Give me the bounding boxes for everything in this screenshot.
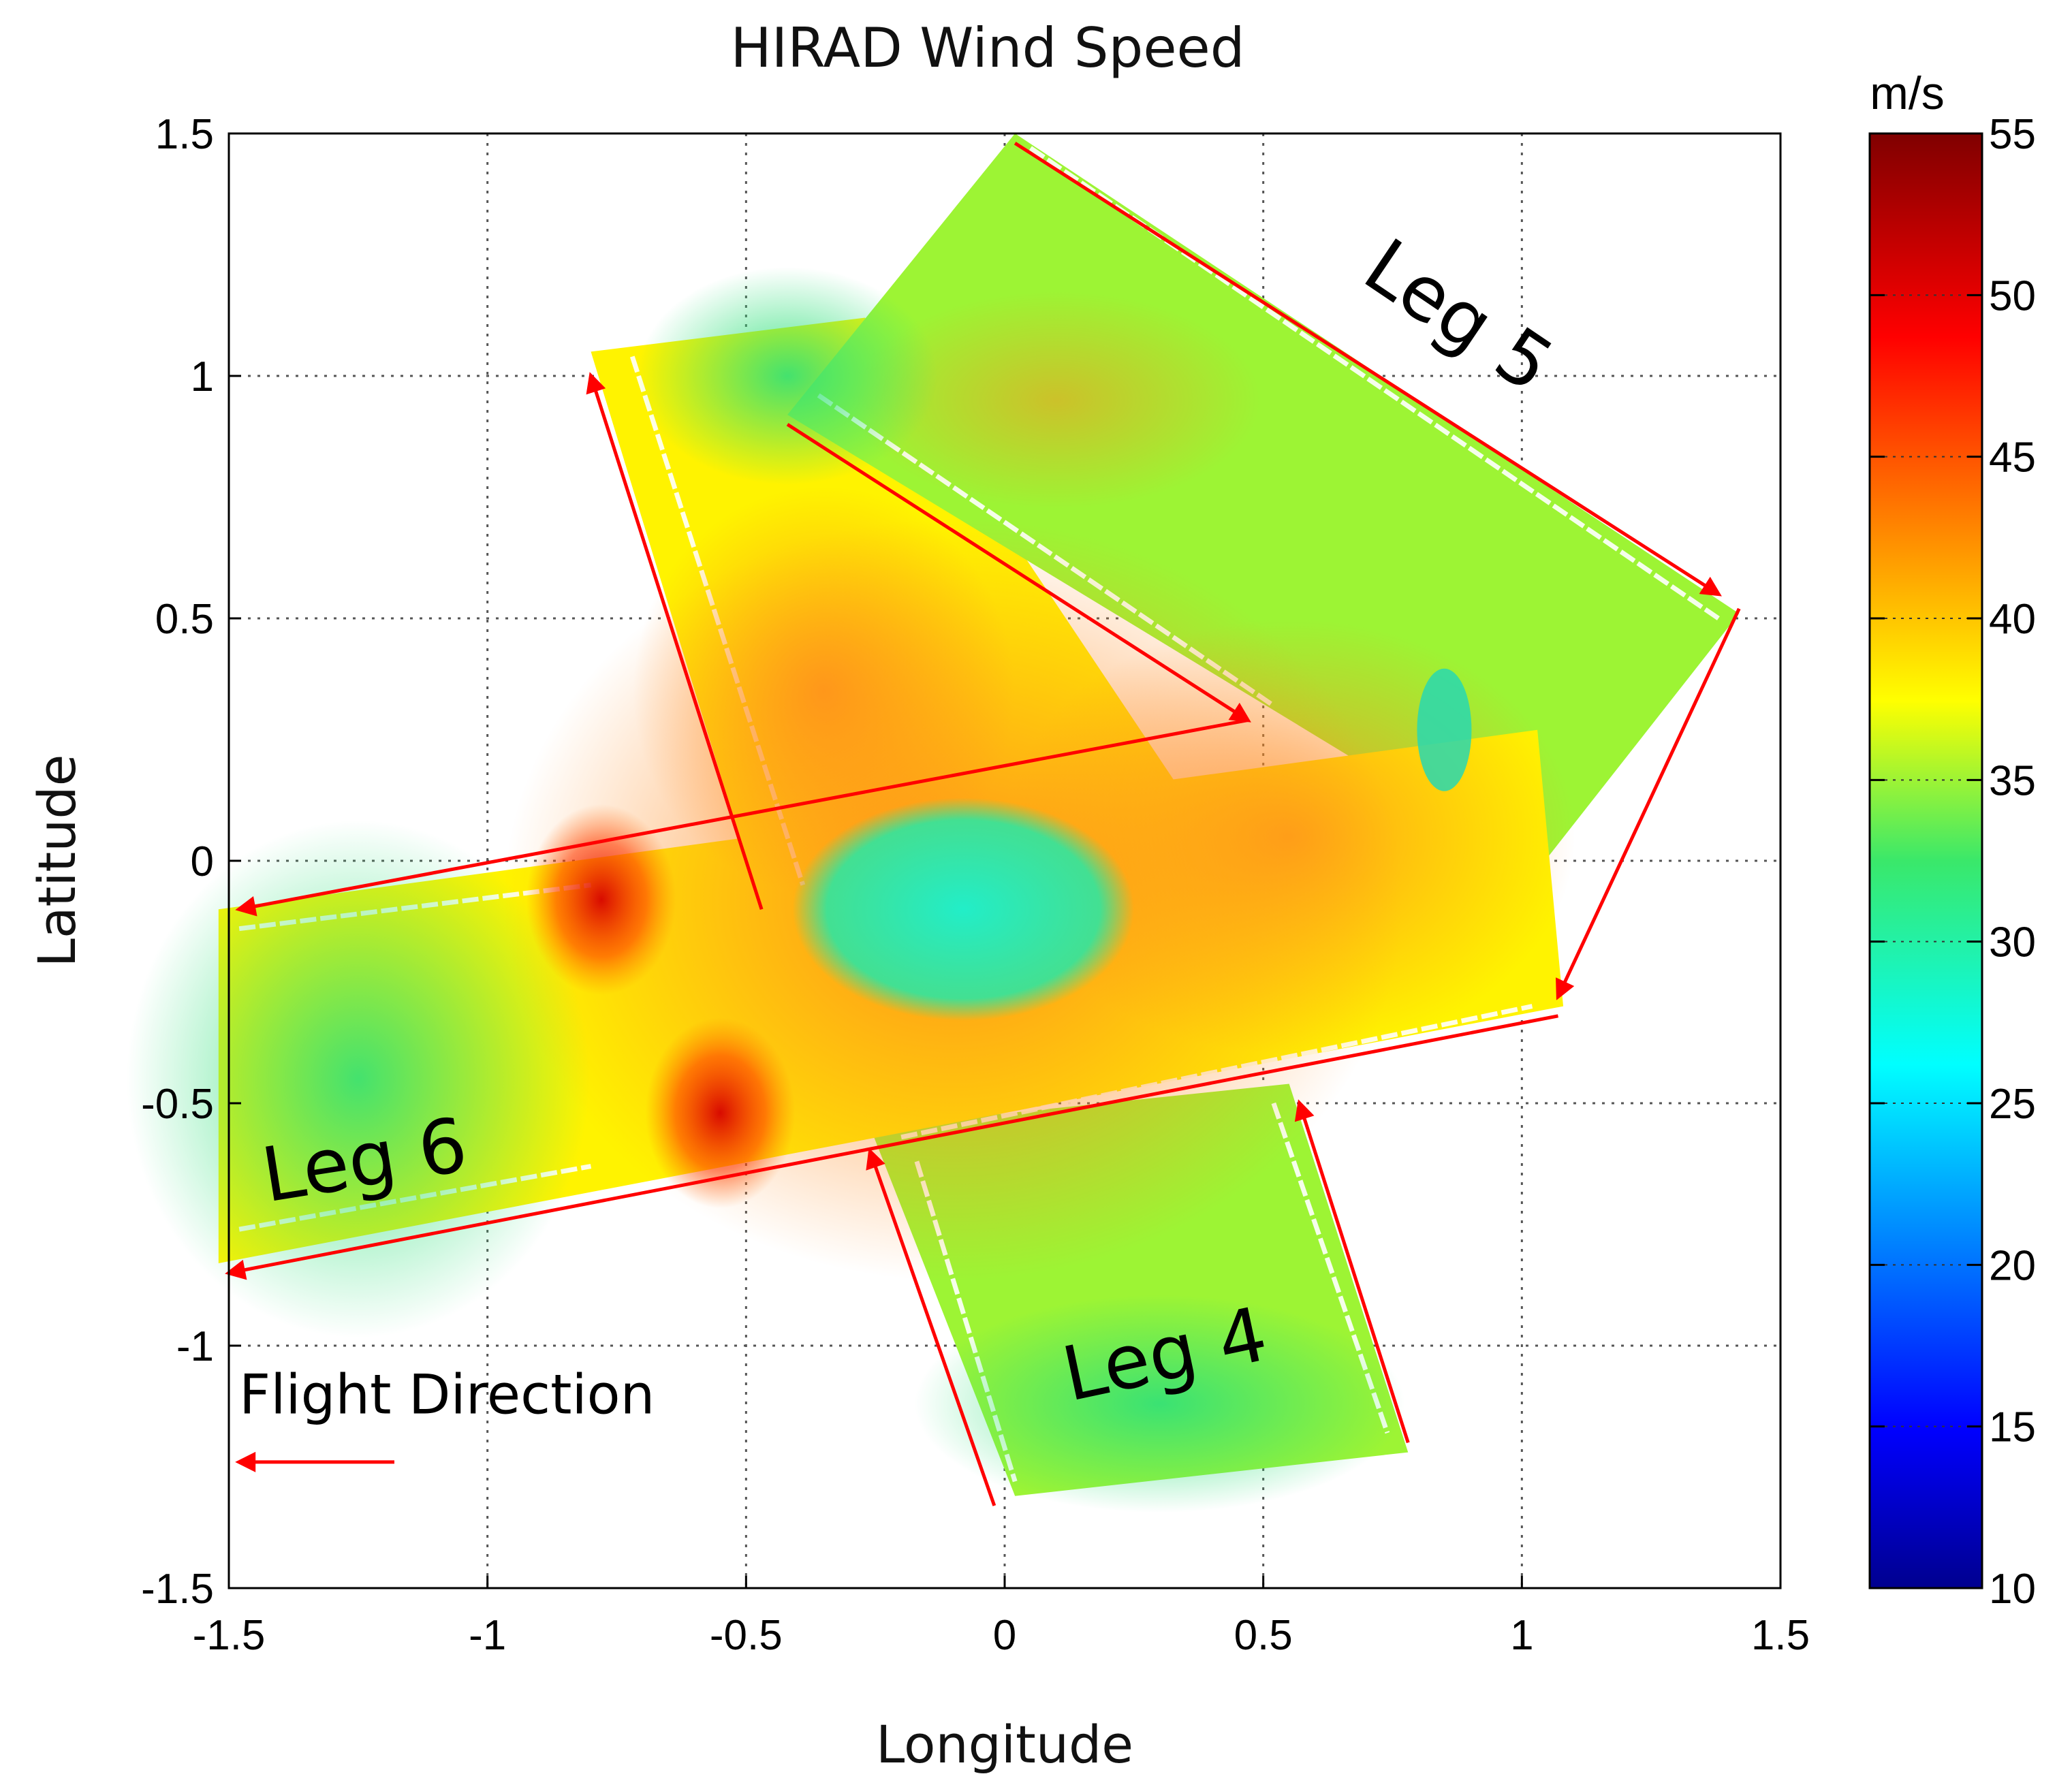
y-tick-label: 0.5: [155, 596, 214, 643]
annotation-flight-direction: Flight Direction: [239, 1363, 655, 1427]
colorbar-ticks: 55 50 45 40 35 30 25 20 15 10: [1870, 111, 2036, 1613]
leg-4-track: [866, 1147, 996, 1506]
colorbar-tick-label: 15: [1989, 1404, 2036, 1451]
leg-4-track: [1294, 1099, 1410, 1444]
outer-green-south: [914, 1295, 1405, 1513]
x-tick-label: -0.5: [710, 1612, 783, 1659]
colorbar-tick-label: 55: [1989, 111, 2036, 158]
x-tick-label: 1.5: [1751, 1612, 1810, 1659]
wind-features: [126, 267, 1575, 1513]
colorbar-tick-label: 25: [1989, 1081, 2036, 1128]
flight-tracks: [225, 142, 1741, 1506]
colorbar-unit-label: m/s: [1870, 67, 1945, 119]
x-tick-label: -1: [469, 1612, 506, 1659]
eyewall-max: [526, 804, 676, 995]
leg-6-track: [225, 1014, 1558, 1280]
eyewall-north-outer: [851, 291, 1261, 509]
colorbar-tick-label: 50: [1989, 272, 2036, 319]
x-tick-label: 1: [1510, 1612, 1533, 1659]
x-tick-labels: -1.5 -1 -0.5 0 0.5 1 1.5: [193, 1576, 1810, 1659]
colorbar-tick-label: 30: [1989, 919, 2036, 966]
chart-title: HIRAD Wind Speed: [730, 16, 1244, 80]
colorbar-tick-label: 20: [1989, 1242, 2036, 1289]
eyewall-north: [633, 486, 1015, 896]
y-tick-label: 1.5: [155, 111, 214, 158]
transit: [1556, 607, 1741, 1000]
colorbar: [1868, 132, 1983, 1589]
colorbar-tick-label: 35: [1989, 757, 2036, 804]
colorbar-tick-label: 45: [1989, 434, 2036, 481]
y-tick-label: 0: [191, 838, 214, 885]
outer-green-west: [126, 820, 590, 1338]
leg-6-track: [235, 718, 1249, 917]
outer-green-north: [638, 267, 938, 485]
y-tick-label: -1.5: [141, 1566, 214, 1613]
x-tick-label: 0.5: [1234, 1612, 1293, 1659]
y-tick-label: 1: [191, 353, 214, 400]
y-tick-label: -0.5: [141, 1081, 214, 1128]
x-tick-label: 0: [993, 1612, 1016, 1659]
x-tick-label: -1.5: [193, 1612, 266, 1659]
colorbar-tick-label: 10: [1989, 1566, 2036, 1613]
x-axis-label: Longitude: [876, 1714, 1133, 1775]
leg-5-track: [786, 423, 1251, 723]
y-tick-labels: 1.5 1 0.5 0 -0.5 -1 -1.5: [141, 111, 241, 1613]
colorbar-tick-label: 40: [1989, 596, 2036, 643]
eye: [792, 797, 1134, 1021]
eyewall-max: [645, 1017, 796, 1209]
y-tick-label: -1: [176, 1323, 214, 1370]
leg-5-track: [1014, 142, 1722, 597]
leg-4-track: [586, 372, 764, 910]
y-axis-label: Latitude: [27, 755, 87, 968]
cyan-patch: [1417, 668, 1472, 791]
